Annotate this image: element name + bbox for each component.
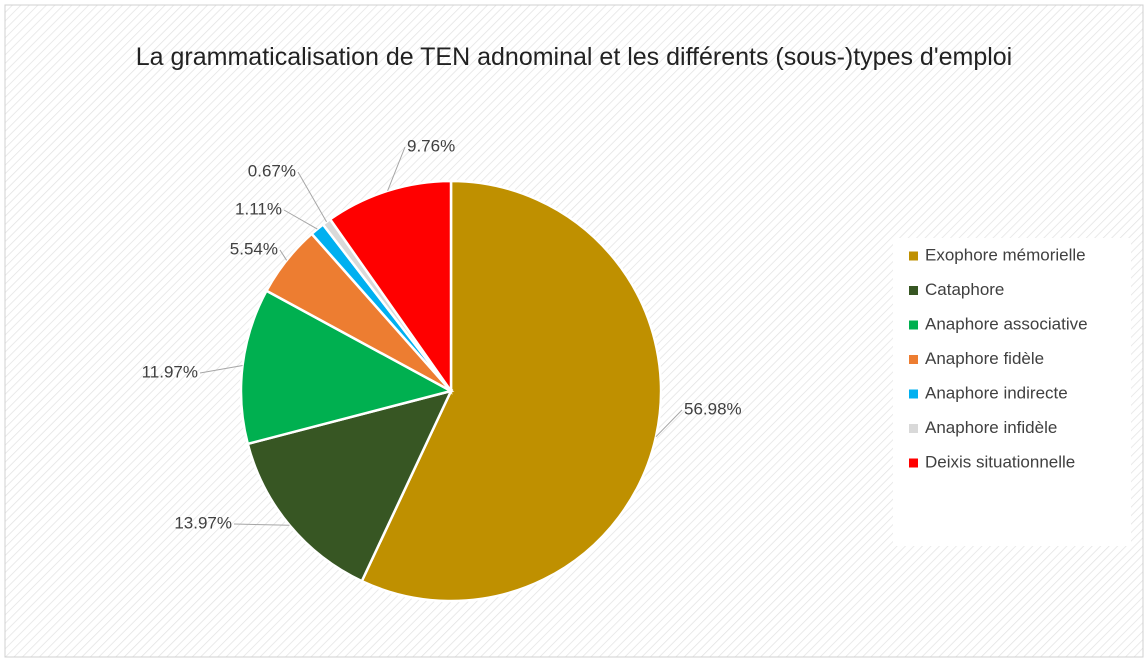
legend-marker xyxy=(909,424,918,433)
data-label: 0.67% xyxy=(248,161,296,180)
legend-label: Anaphore associative xyxy=(925,314,1088,333)
legend-label: Anaphore infidèle xyxy=(925,418,1057,437)
pie-slice xyxy=(360,179,663,603)
pie-slice xyxy=(328,179,453,395)
leader-line xyxy=(283,209,318,230)
leader-line xyxy=(387,146,406,191)
leader-line xyxy=(279,249,288,261)
data-label: 1.11% xyxy=(235,199,282,218)
legend-marker xyxy=(909,251,918,261)
pie-slice xyxy=(246,389,454,583)
legend-label: Deixis situationnelle xyxy=(925,452,1075,471)
data-label: 13.97% xyxy=(174,513,232,532)
leader-line xyxy=(655,409,683,438)
data-label: 5.54% xyxy=(230,239,278,258)
leader-line xyxy=(199,365,243,374)
data-label: 56.98% xyxy=(684,399,742,418)
legend-box xyxy=(893,238,1131,546)
legend-marker xyxy=(909,320,918,330)
data-label: 11.97% xyxy=(142,362,198,381)
legend-label: Anaphore indirecte xyxy=(925,383,1068,402)
legend-label: Exophore mémorielle xyxy=(925,245,1086,264)
legend-marker xyxy=(909,458,918,468)
leader-line xyxy=(233,523,290,526)
leader-line xyxy=(297,171,327,223)
chart-title: La grammaticalisation de TEN adnominal e… xyxy=(135,43,1013,71)
legend-label: Anaphore fidèle xyxy=(925,349,1044,368)
data-label: 9.76% xyxy=(407,136,455,155)
legend-marker xyxy=(909,389,918,399)
legend-marker xyxy=(909,286,918,295)
legend-marker xyxy=(909,355,918,364)
legend-label: Cataphore xyxy=(925,280,1004,299)
